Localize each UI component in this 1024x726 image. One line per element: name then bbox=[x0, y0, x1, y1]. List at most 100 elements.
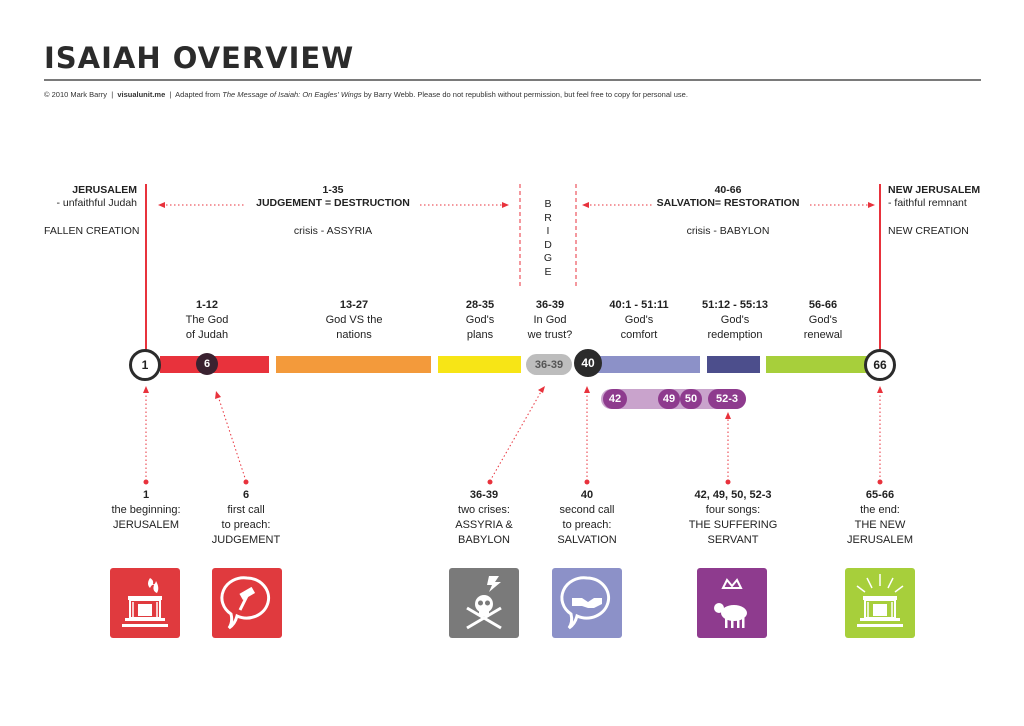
song-node-52-3: 52-3 bbox=[708, 389, 746, 409]
event-line: SALVATION bbox=[557, 534, 617, 546]
new-jerusalem-title: NEW JERUSALEM bbox=[888, 184, 981, 196]
judgement-title: JUDGEMENT = DESTRUCTION bbox=[256, 197, 410, 209]
segment-range: 51:12 - 55:13 bbox=[701, 299, 769, 311]
event-num: 6 bbox=[242, 489, 250, 501]
event-line: four songs: bbox=[705, 504, 761, 516]
page-title: ISAIAH OVERVIEW bbox=[44, 41, 355, 75]
event-label-40: 40 second call to preach: SALVATION bbox=[537, 488, 637, 548]
node-chapter-66: 66 bbox=[864, 349, 896, 381]
event-line: the end: bbox=[860, 504, 900, 516]
jerusalem-sub: - unfaithful Judah bbox=[56, 197, 137, 209]
section-salvation: 40-66 SALVATION= RESTORATION bbox=[628, 184, 828, 210]
event-line: SERVANT bbox=[707, 534, 759, 546]
event-line: JERUSALEM bbox=[846, 534, 914, 546]
judgement-range: 1-35 bbox=[322, 184, 344, 196]
timeline-bar-40-51 bbox=[590, 356, 700, 373]
segment-range: 1-12 bbox=[195, 299, 219, 311]
crowned-lamb-icon bbox=[697, 568, 767, 638]
event-label-65-66: 65-66 the end: THE NEW JERUSALEM bbox=[830, 488, 930, 548]
segment-label: 13-27 God VS the nations bbox=[304, 298, 404, 343]
new-jerusalem-sub: - faithful remnant bbox=[888, 197, 967, 209]
event-line: JERUSALEM bbox=[112, 519, 180, 531]
segment-range: 40:1 - 51:11 bbox=[609, 299, 669, 311]
bridge-letter: I bbox=[546, 225, 550, 237]
event-label-songs: 42, 49, 50, 52-3 four songs: THE SUFFERI… bbox=[668, 488, 798, 548]
segment-range: 36-39 bbox=[535, 299, 565, 311]
credits-rest: by Barry Webb. Please do not republish w… bbox=[363, 90, 688, 99]
segment-line: renewal bbox=[803, 329, 843, 341]
event-line: first call bbox=[227, 504, 265, 516]
node-chapter-1: 1 bbox=[129, 349, 161, 381]
timeline-bar-13-27 bbox=[276, 356, 431, 373]
section-jerusalem: JERUSALEM - unfaithful Judah bbox=[44, 184, 137, 210]
node-chapter-6: 6 bbox=[196, 353, 218, 375]
song-node-42: 42 bbox=[603, 389, 627, 409]
bridge-letter: D bbox=[544, 238, 552, 251]
song-node-49: 49 bbox=[658, 389, 680, 409]
event-num: 1 bbox=[142, 489, 150, 501]
event-label-6: 6 first call to preach: JUDGEMENT bbox=[196, 488, 296, 548]
bridge-letter: B bbox=[544, 198, 552, 210]
segment-line: nations bbox=[336, 329, 372, 341]
copyright-text: © 2010 Mark Barry bbox=[44, 90, 108, 99]
event-line: BABYLON bbox=[458, 534, 510, 546]
section-judgement: 1-35 JUDGEMENT = DESTRUCTION bbox=[233, 184, 433, 210]
segment-line: God VS the bbox=[325, 314, 383, 326]
segment-line: plans bbox=[466, 329, 494, 341]
salvation-title: SALVATION= RESTORATION bbox=[656, 197, 800, 209]
bridge-letter: R bbox=[544, 211, 552, 224]
song-node-50: 50 bbox=[680, 389, 702, 409]
segment-line: God's bbox=[808, 314, 838, 326]
node-chapter-40: 40 bbox=[574, 349, 602, 377]
handshake-speech-icon bbox=[552, 568, 622, 638]
event-num: 36-39 bbox=[469, 489, 499, 501]
event-line: THE NEW bbox=[854, 519, 906, 531]
pointer-36-39 bbox=[489, 389, 543, 482]
segment-range: 56-66 bbox=[808, 299, 838, 311]
radiant-temple-icon bbox=[845, 568, 915, 638]
segment-label: 28-35 God's plans bbox=[440, 298, 520, 343]
timeline-bar-56-66 bbox=[766, 356, 870, 373]
event-line: the beginning: bbox=[111, 504, 181, 516]
event-num: 42, 49, 50, 52-3 bbox=[694, 489, 772, 501]
segment-label: 36-39 In God we trust? bbox=[510, 298, 590, 343]
event-num: 40 bbox=[580, 489, 594, 501]
event-line: to preach: bbox=[221, 519, 271, 531]
judgement-crisis: crisis - ASSYRIA bbox=[293, 225, 373, 237]
gavel-speech-icon bbox=[212, 568, 282, 638]
site-link[interactable]: visualunit.me bbox=[117, 90, 166, 99]
book-title: The Message of Isaiah: On Eagles' Wings bbox=[222, 90, 362, 99]
event-line: JUDGEMENT bbox=[211, 534, 281, 546]
fallen-creation-label: FALLEN CREATION bbox=[44, 225, 140, 237]
segment-range: 28-35 bbox=[465, 299, 495, 311]
segment-label: 40:1 - 51:11 God's comfort bbox=[594, 298, 684, 343]
bridge-letter: G bbox=[543, 252, 553, 264]
segment-line: of Judah bbox=[185, 329, 229, 341]
bridge-label: B R I D G E bbox=[538, 198, 558, 279]
segment-line: God's bbox=[624, 314, 654, 326]
segment-range: 13-27 bbox=[339, 299, 369, 311]
event-label-1: 1 the beginning: JERUSALEM bbox=[96, 488, 196, 533]
new-creation-label: NEW CREATION bbox=[888, 225, 969, 237]
segment-line: comfort bbox=[620, 329, 658, 341]
bridge-node: 36-39 bbox=[526, 354, 572, 375]
adapted-prefix: Adapted from bbox=[175, 90, 221, 99]
event-line: two crises: bbox=[458, 504, 510, 516]
segment-line: In God bbox=[533, 314, 567, 326]
event-label-36-39: 36-39 two crises: ASSYRIA & BABYLON bbox=[434, 488, 534, 548]
title-divider bbox=[44, 79, 981, 81]
segment-label: 1-12 The God of Judah bbox=[167, 298, 247, 343]
event-num: 65-66 bbox=[865, 489, 895, 501]
salvation-crisis: crisis - BABYLON bbox=[686, 225, 770, 237]
pointer-6 bbox=[217, 395, 247, 482]
credits-line: © 2010 Mark Barry | visualunit.me | Adap… bbox=[44, 90, 688, 99]
section-new-jerusalem: NEW JERUSALEM - faithful remnant bbox=[888, 184, 988, 210]
bridge-letter: E bbox=[544, 265, 552, 278]
event-line: to preach: bbox=[562, 519, 612, 531]
jerusalem-title: JERUSALEM bbox=[72, 184, 137, 196]
salvation-range: 40-66 bbox=[714, 184, 742, 196]
event-line: second call bbox=[559, 504, 615, 516]
segment-line: redemption bbox=[707, 329, 763, 341]
segment-line: The God bbox=[185, 314, 229, 326]
